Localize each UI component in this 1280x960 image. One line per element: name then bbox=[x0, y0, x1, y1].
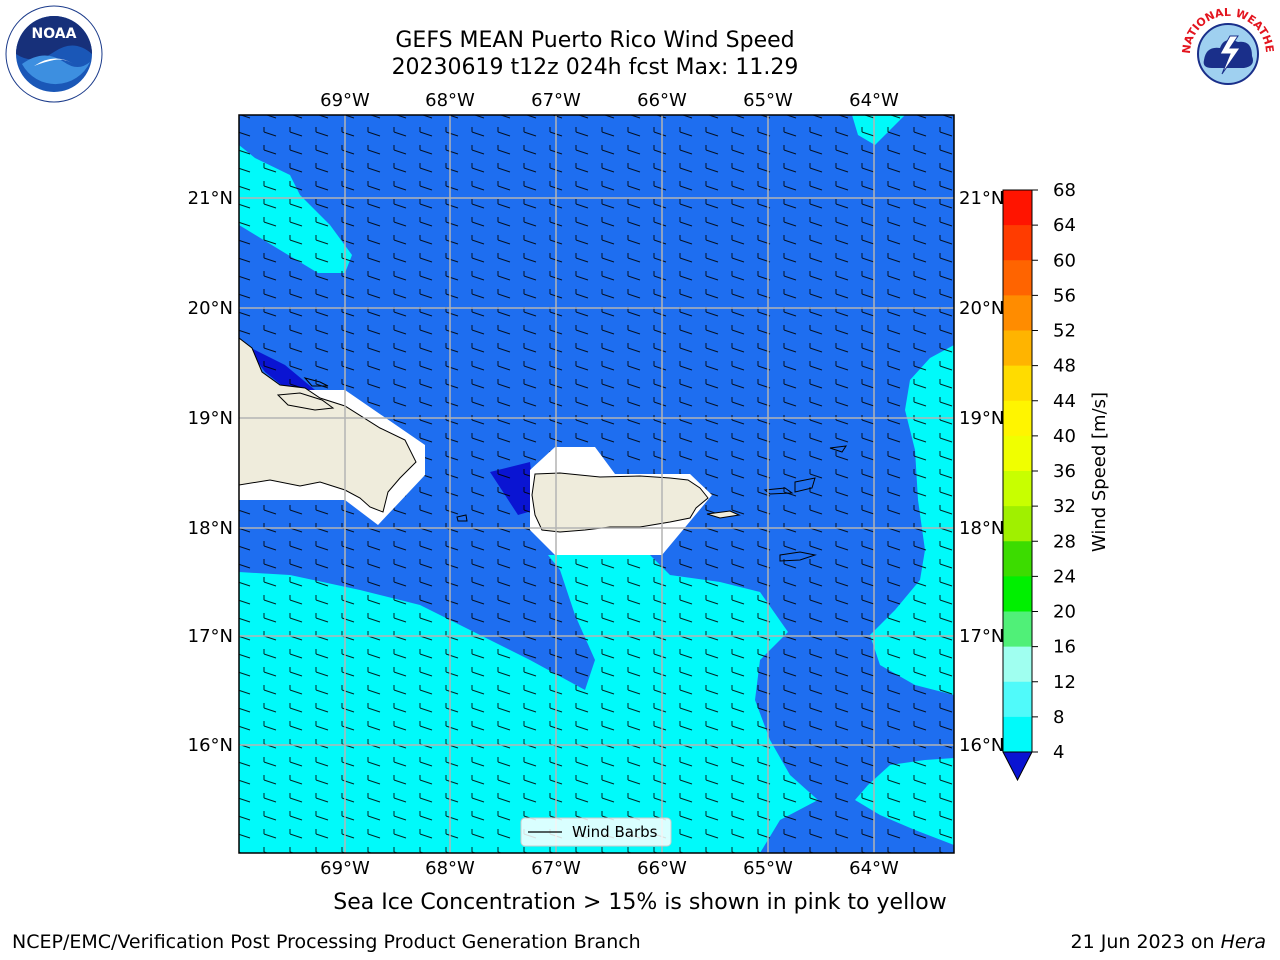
lon-label-bottom: 65°W bbox=[743, 858, 793, 879]
colorbar-segment bbox=[1003, 646, 1032, 683]
colorbar-tick-label: 12 bbox=[1053, 672, 1076, 693]
lon-label-bottom: 67°W bbox=[531, 858, 581, 879]
lon-label-bottom: 64°W bbox=[849, 858, 899, 879]
lat-label-right: 20°N bbox=[959, 298, 1004, 319]
colorbar-tick-label: 56 bbox=[1053, 285, 1076, 306]
lat-label-left: 21°N bbox=[188, 188, 233, 209]
colorbar-tick-label: 68 bbox=[1053, 180, 1076, 201]
lon-label-bottom: 69°W bbox=[320, 858, 370, 879]
lon-label-bottom: 66°W bbox=[637, 858, 687, 879]
footer-date: 21 Jun 2023 on bbox=[1070, 931, 1221, 953]
colorbar-segment bbox=[1003, 716, 1032, 753]
colorbar-segment bbox=[1003, 400, 1032, 437]
colorbar-tick-label: 20 bbox=[1053, 602, 1076, 623]
colorbar-segment bbox=[1003, 190, 1032, 226]
nws-logo: NATIONAL WEATHER SERVICE bbox=[1176, 2, 1276, 100]
colorbar-tick-label: 60 bbox=[1053, 250, 1076, 271]
land-hispaniola-north-coast bbox=[276, 392, 335, 411]
colorbar-tick-label: 44 bbox=[1053, 391, 1076, 412]
colorbar-tick-label: 36 bbox=[1053, 461, 1076, 482]
lat-label-left: 18°N bbox=[188, 518, 233, 539]
colorbar-segment bbox=[1003, 435, 1032, 472]
colorbar-tick-label: 4 bbox=[1053, 742, 1064, 763]
lon-label-top: 68°W bbox=[425, 90, 475, 111]
colorbar-segment bbox=[1003, 611, 1032, 648]
colorbar-tick-label: 8 bbox=[1053, 707, 1064, 728]
lon-label-bottom: 68°W bbox=[425, 858, 475, 879]
lat-label-right: 17°N bbox=[959, 626, 1004, 647]
land-turks-caicos bbox=[303, 377, 329, 387]
noaa-logo: NOAA bbox=[5, 5, 103, 103]
map-frame bbox=[238, 114, 955, 854]
sea-ice-caption: Sea Ice Concentration > 15% is shown in … bbox=[0, 890, 1280, 915]
colorbar-segment bbox=[1003, 681, 1032, 718]
footer-machine: Hera bbox=[1220, 931, 1266, 953]
land-anguilla bbox=[829, 445, 848, 453]
colorbar-label: Wind Speed [m/s] bbox=[1089, 392, 1110, 552]
lat-label-right: 16°N bbox=[959, 735, 1004, 756]
land-virgin-islands-2 bbox=[794, 477, 816, 493]
lon-label-top: 65°W bbox=[743, 90, 793, 111]
lat-label-right: 18°N bbox=[959, 518, 1004, 539]
colorbar-tick-label: 52 bbox=[1053, 321, 1076, 342]
wind-barb-legend: Wind Barbs bbox=[520, 817, 672, 847]
lat-label-left: 19°N bbox=[188, 408, 233, 429]
lat-label-left: 16°N bbox=[188, 735, 233, 756]
colorbar-segment bbox=[1003, 576, 1032, 612]
colorbar-tick-label: 24 bbox=[1053, 566, 1076, 587]
legend-label: Wind Barbs bbox=[572, 823, 658, 841]
lon-label-top: 67°W bbox=[531, 90, 581, 111]
colorbar-segment bbox=[1003, 330, 1032, 367]
lat-label-left: 17°N bbox=[188, 626, 233, 647]
land-vieques bbox=[706, 510, 741, 519]
colorbar-tick-label: 64 bbox=[1053, 215, 1076, 236]
colorbar: 68 64 60 56 52 48 44 40 36 32 28 24 20 16 12 8 4 bbox=[1002, 180, 1076, 782]
colorbar-segment bbox=[1003, 260, 1032, 296]
colorbar-tick-label: 28 bbox=[1053, 531, 1076, 552]
colorbar-under-arrow bbox=[1002, 751, 1033, 782]
colorbar-segment bbox=[1003, 295, 1032, 331]
map-plot-area bbox=[239, 115, 954, 853]
colorbar-tick-label: 48 bbox=[1053, 356, 1076, 377]
land-hispaniola bbox=[239, 337, 417, 513]
lat-label-right: 19°N bbox=[959, 408, 1004, 429]
land-puerto-rico bbox=[531, 472, 709, 533]
chart-title: GEFS MEAN Puerto Rico Wind Speed bbox=[395, 28, 795, 53]
lon-label-top: 69°W bbox=[320, 90, 370, 111]
colorbar-segment bbox=[1003, 541, 1032, 577]
footer-right: 21 Jun 2023 on Hera bbox=[1071, 931, 1266, 953]
colorbar-tick-label: 40 bbox=[1053, 426, 1076, 447]
noaa-logo-text: NOAA bbox=[32, 26, 77, 42]
lat-label-right: 21°N bbox=[959, 188, 1004, 209]
colorbar-tick-label: 16 bbox=[1053, 637, 1076, 658]
land-st-croix bbox=[779, 551, 817, 562]
map-gridlines bbox=[239, 115, 954, 853]
lon-label-top: 66°W bbox=[637, 90, 687, 111]
colorbar-segment bbox=[1003, 225, 1032, 261]
chart-subtitle: 20230619 t12z 024h fcst Max: 11.29 bbox=[391, 55, 799, 80]
footer-left: NCEP/EMC/Verification Post Processing Pr… bbox=[12, 931, 641, 953]
lat-label-left: 20°N bbox=[188, 298, 233, 319]
colorbar-segment bbox=[1003, 365, 1032, 402]
land-mona bbox=[456, 514, 468, 522]
colorbar-segment bbox=[1003, 471, 1032, 507]
sea-ice-caption-text: Sea Ice Concentration > 15% is shown in … bbox=[333, 890, 947, 915]
colorbar-tick-label: 32 bbox=[1053, 496, 1076, 517]
lon-label-top: 64°W bbox=[849, 90, 899, 111]
colorbar-segment bbox=[1003, 506, 1032, 542]
